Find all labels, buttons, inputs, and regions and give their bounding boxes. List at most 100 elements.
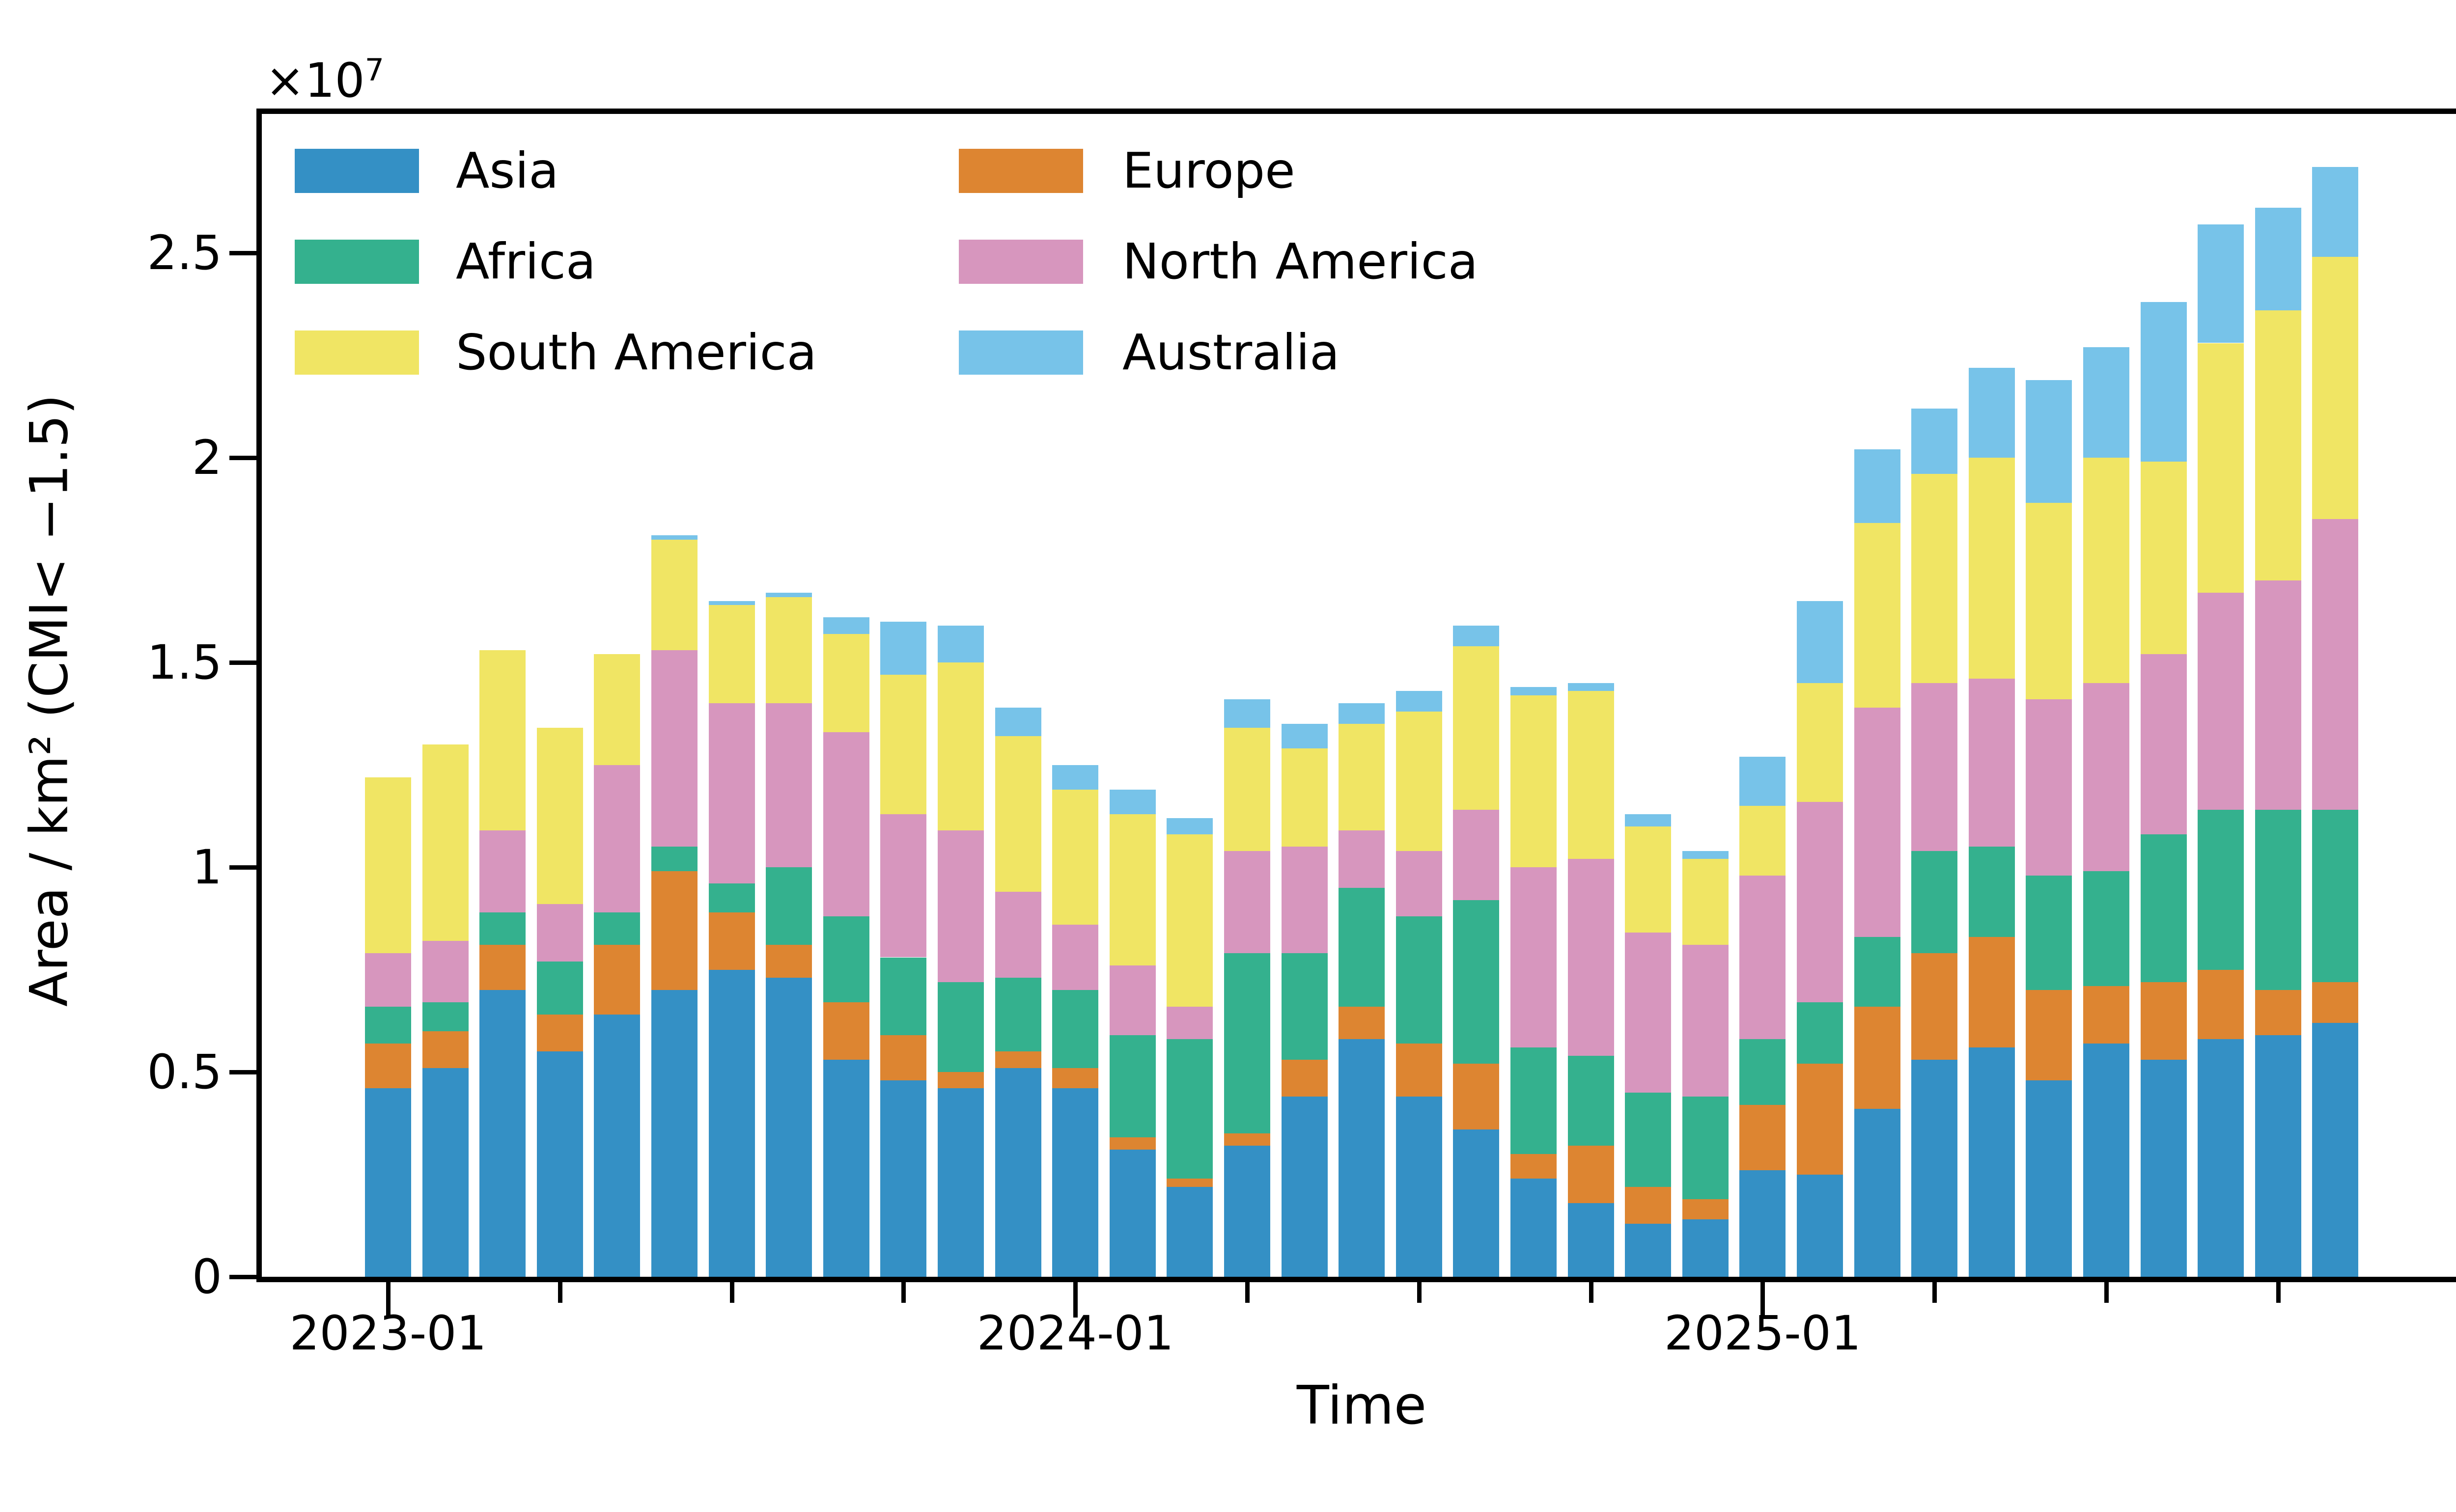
- bar-segment: [880, 1035, 927, 1080]
- x-tick-label: 2023-01: [289, 1306, 487, 1361]
- bars-layer: [262, 114, 2456, 1277]
- x-tick-mark: [1760, 1282, 1765, 1318]
- bar-segment: [1281, 724, 1328, 749]
- bar-segment: [2255, 580, 2301, 810]
- bar-segment: [1395, 712, 1442, 851]
- bar-segment: [1281, 847, 1328, 954]
- bar-segment: [1911, 1059, 1958, 1277]
- bar-segment: [2083, 871, 2129, 986]
- bar-segment: [708, 969, 755, 1277]
- bar-segment: [422, 1068, 469, 1277]
- x-tick-mark: [1073, 1282, 1078, 1318]
- bar-segment: [594, 912, 641, 945]
- bar-segment: [1682, 945, 1729, 1097]
- legend-label: Australia: [1122, 324, 1340, 381]
- bar-segment: [766, 945, 812, 978]
- bar-segment: [2140, 1059, 2187, 1277]
- bar-segment: [1625, 1223, 1672, 1277]
- bar-segment: [2255, 990, 2301, 1035]
- x-tick-mark: [2104, 1282, 2109, 1303]
- bar-segment: [2255, 810, 2301, 990]
- bar-segment: [1682, 851, 1729, 859]
- bar-segment: [1339, 703, 1385, 724]
- bar-segment: [2026, 699, 2072, 876]
- bar-segment: [2083, 683, 2129, 872]
- bar-segment: [2026, 502, 2072, 700]
- bar-segment: [1339, 1039, 1385, 1277]
- bar-segment: [1797, 683, 1843, 802]
- bar-segment: [651, 650, 698, 847]
- bar-segment: [1339, 1006, 1385, 1040]
- bar-segment: [2140, 462, 2187, 655]
- bar-segment: [365, 1043, 411, 1089]
- legend-patch-asia: [295, 149, 419, 193]
- bar-segment: [1739, 756, 1786, 806]
- bar-segment: [536, 728, 583, 905]
- bar-segment: [365, 1006, 411, 1044]
- x-tick-mark: [386, 1282, 391, 1318]
- bar-segment: [1567, 859, 1614, 1056]
- bar-segment: [1854, 1006, 1900, 1109]
- bar-segment: [422, 941, 469, 1003]
- bar-segment: [823, 1059, 869, 1277]
- bar-segment: [1109, 1035, 1156, 1138]
- bar-segment: [1395, 1097, 1442, 1277]
- bar-segment: [1797, 1064, 1843, 1175]
- bar-segment: [1052, 1068, 1099, 1089]
- bar-segment: [1395, 1043, 1442, 1097]
- bar-segment: [1682, 1199, 1729, 1220]
- bar-segment: [938, 1088, 984, 1277]
- bar-segment: [2255, 310, 2301, 581]
- bar-segment: [766, 978, 812, 1277]
- bar-segment: [1797, 1174, 1843, 1277]
- bar-segment: [1797, 801, 1843, 1003]
- bar-segment: [1109, 1150, 1156, 1277]
- bar-segment: [479, 912, 526, 945]
- bar-segment: [1395, 691, 1442, 712]
- y-tick-mark: [229, 660, 256, 665]
- bar-segment: [1052, 990, 1099, 1068]
- bar-segment: [1911, 408, 1958, 474]
- bar-segment: [1224, 953, 1270, 1134]
- bar-segment: [938, 982, 984, 1072]
- bar-segment: [823, 617, 869, 634]
- x-tick-mark: [901, 1282, 906, 1303]
- legend-patch-north-america: [959, 240, 1083, 284]
- bar-segment: [938, 830, 984, 982]
- bar-segment: [2312, 257, 2359, 520]
- y-tick-label: 0.5: [147, 1045, 222, 1100]
- bar-segment: [2198, 969, 2244, 1040]
- bar-segment: [1854, 707, 1900, 937]
- x-tick-label: 2024-01: [977, 1306, 1174, 1361]
- bar-segment: [422, 1002, 469, 1031]
- bar-segment: [708, 601, 755, 605]
- bar-segment: [536, 961, 583, 1015]
- bar-segment: [1167, 834, 1213, 1007]
- bar-segment: [2255, 1035, 2301, 1277]
- x-tick-mark: [1245, 1282, 1250, 1303]
- bar-segment: [365, 777, 411, 954]
- bar-segment: [594, 654, 641, 765]
- bar-segment: [1339, 724, 1385, 830]
- bar-segment: [1968, 847, 2015, 937]
- bar-segment: [1224, 728, 1270, 851]
- bar-segment: [2312, 810, 2359, 982]
- bar-segment: [2198, 224, 2244, 343]
- bar-segment: [2140, 302, 2187, 462]
- bar-segment: [2083, 986, 2129, 1044]
- legend-patch-australia: [959, 330, 1083, 375]
- bar-segment: [1625, 814, 1672, 826]
- bar-segment: [1052, 789, 1099, 925]
- bar-segment: [536, 1051, 583, 1277]
- bar-segment: [1911, 953, 1958, 1060]
- y-axis-offset-text: ×107: [265, 43, 384, 108]
- bar-segment: [995, 978, 1041, 1052]
- bar-segment: [1682, 1219, 1729, 1277]
- bar-segment: [1224, 699, 1270, 728]
- bar-segment: [1739, 875, 1786, 1040]
- bar-segment: [995, 707, 1041, 737]
- legend-label: North America: [1122, 233, 1478, 290]
- bar-segment: [1510, 1047, 1557, 1154]
- bar-segment: [2026, 380, 2072, 503]
